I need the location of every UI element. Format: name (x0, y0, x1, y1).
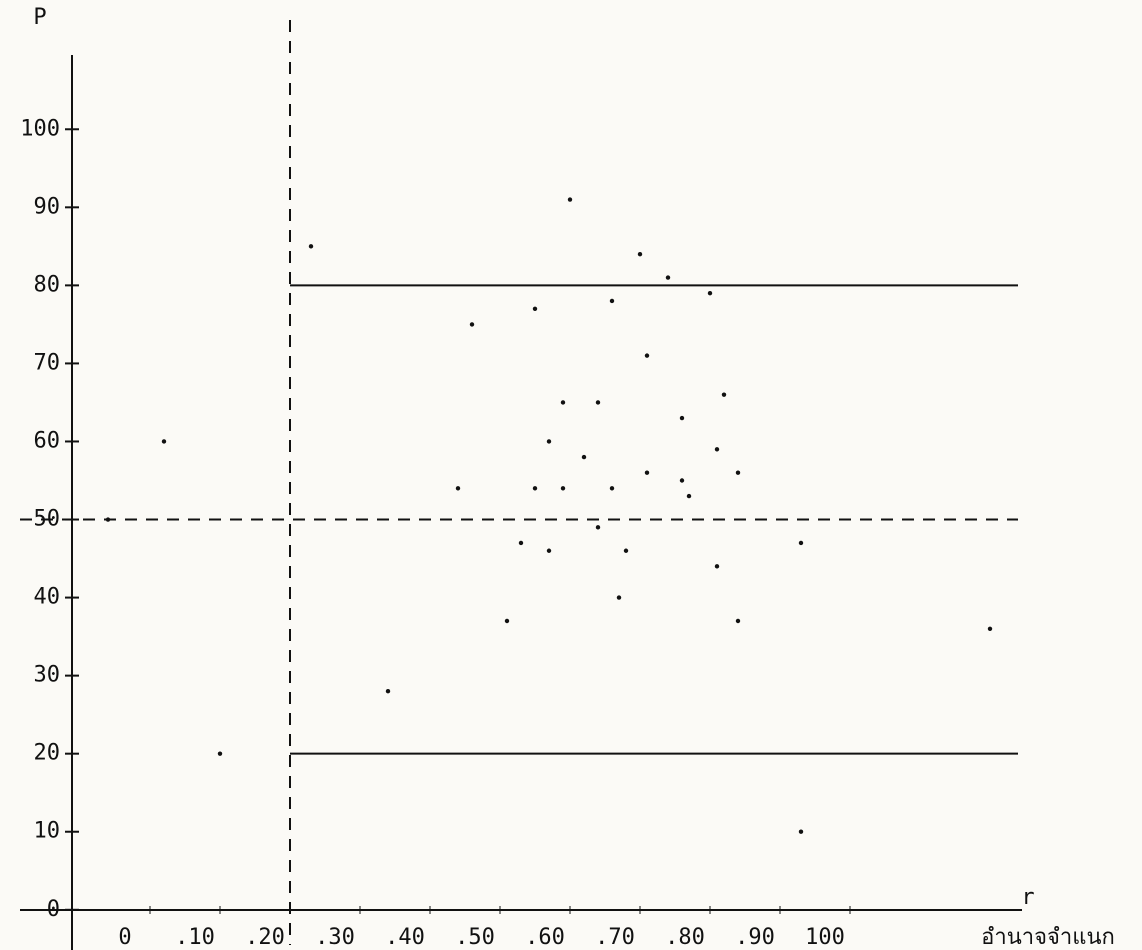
y-tick-label: 20 (34, 741, 61, 766)
point (504, 618, 510, 624)
point (714, 447, 720, 452)
point (560, 400, 566, 405)
point (581, 454, 587, 460)
point (987, 626, 993, 631)
point (707, 290, 713, 296)
point (616, 595, 622, 600)
y-tick-label: 10 (34, 819, 61, 844)
x-axis-label: อำนาจจำแนก (981, 925, 1115, 950)
y-tick-label: 70 (34, 350, 61, 375)
point (735, 618, 741, 624)
point (623, 548, 629, 553)
y-tick-label: 40 (34, 585, 61, 610)
point (679, 415, 685, 421)
point (532, 306, 538, 311)
x-axis-symbol: r (1021, 885, 1034, 910)
y-tick-label: 60 (34, 428, 61, 453)
point (798, 829, 804, 834)
x-tick-label: .60 (525, 925, 565, 950)
point (567, 197, 573, 202)
y-tick-label: 80 (34, 272, 61, 297)
point (644, 353, 650, 358)
x-tick-label: .70 (595, 925, 635, 950)
point (686, 493, 692, 499)
x-tick-label: .80 (665, 925, 705, 950)
point (161, 439, 167, 444)
y-tick-label: 100 (20, 116, 60, 141)
point (546, 439, 552, 444)
point (798, 540, 804, 546)
x-tick-label: 100 (805, 925, 845, 950)
point (665, 275, 671, 280)
point (609, 298, 615, 304)
point (679, 478, 685, 483)
point (560, 486, 566, 491)
x-tick-label: .10 (175, 925, 215, 950)
y-axis-label: P (33, 5, 46, 30)
x-tick-label: 0 (118, 925, 131, 950)
point (595, 525, 601, 530)
point (217, 751, 223, 756)
point (455, 486, 461, 491)
y-tick-label: 0 (47, 897, 60, 922)
y-tick-label: 90 (34, 194, 61, 219)
x-tick-label: .90 (735, 925, 775, 950)
point (609, 486, 615, 491)
point (469, 322, 475, 327)
x-tick-label: .40 (385, 925, 425, 950)
y-tick-label: 30 (34, 663, 61, 688)
point (518, 540, 524, 546)
x-tick-label: .30 (315, 925, 355, 950)
point (637, 251, 643, 257)
point (532, 486, 538, 491)
point (385, 689, 391, 694)
x-tick-label: .20 (245, 925, 285, 950)
point (721, 392, 727, 397)
point (644, 470, 650, 475)
point (105, 517, 111, 522)
point (546, 548, 552, 553)
point (714, 564, 720, 569)
point (595, 400, 601, 405)
point (308, 244, 314, 249)
x-tick-label: .50 (455, 925, 495, 950)
point (735, 470, 741, 475)
